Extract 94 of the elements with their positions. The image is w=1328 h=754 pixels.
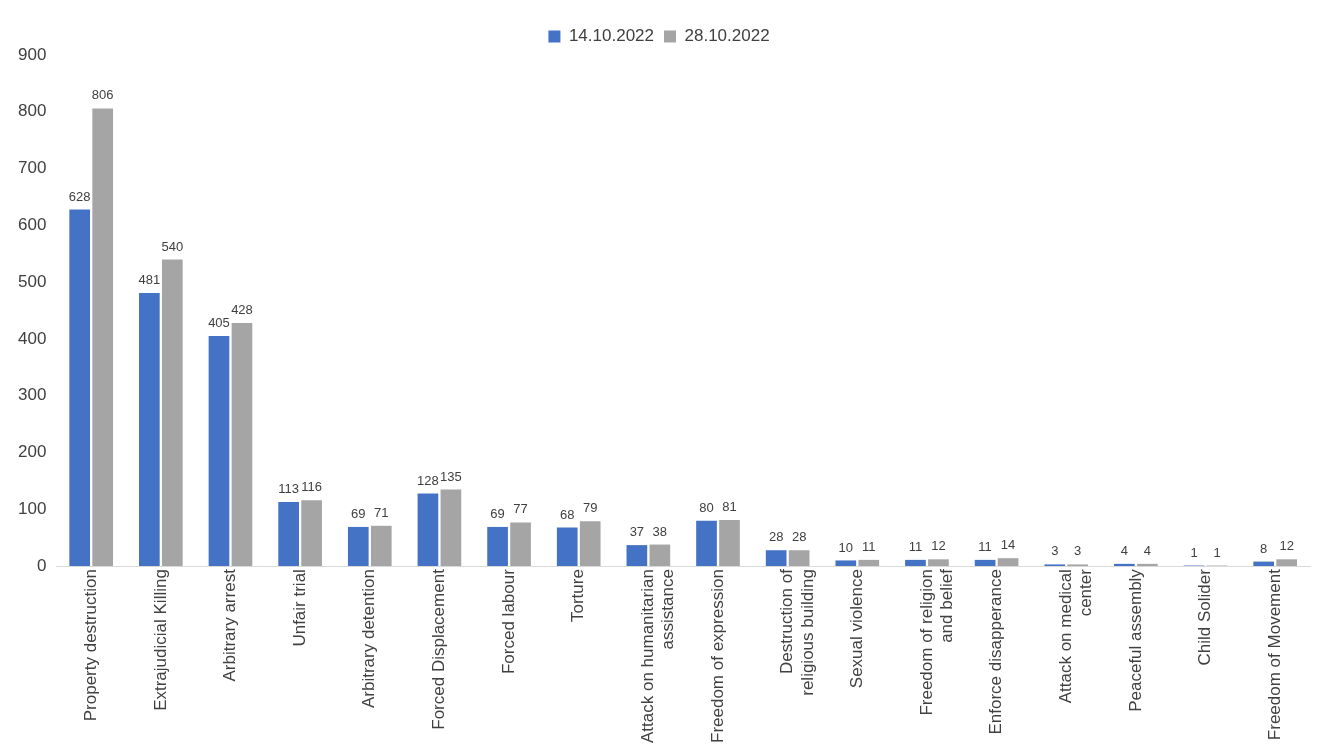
x-tick-label: Child Solider [1195, 568, 1215, 666]
data-label: 135 [440, 468, 462, 484]
data-label: 28 [768, 529, 784, 545]
bar [626, 545, 648, 567]
data-label: 69 [351, 506, 366, 522]
data-label: 37 [629, 524, 645, 540]
bar [788, 550, 810, 567]
data-label: 113 [278, 481, 299, 497]
y-tick-label: 200 [17, 442, 47, 462]
data-label: 81 [722, 499, 737, 515]
data-label: 77 [513, 501, 528, 517]
data-label: 10 [838, 539, 854, 555]
x-tick-label: Attack on medical center [1055, 568, 1096, 704]
x-tick-label: Arbitrary detention [359, 569, 379, 709]
bar [719, 520, 740, 567]
data-label: 68 [559, 506, 575, 522]
data-label: 80 [699, 499, 714, 515]
data-label: 71 [374, 504, 389, 520]
x-tick-label: Freedom of expression [707, 569, 727, 743]
bar [69, 209, 91, 567]
bar [440, 489, 462, 567]
data-label: 28 [791, 529, 807, 545]
bar [510, 522, 531, 567]
x-tick-label: Freedom of Movement [1264, 568, 1284, 741]
x-tick-label: Peaceful assembly [1125, 568, 1145, 712]
data-label: 12 [931, 538, 946, 554]
data-label: 628 [68, 188, 91, 204]
y-tick-label: 0 [36, 555, 47, 575]
x-tick-label: Forced Displacement [429, 568, 449, 730]
data-label: 4 [1120, 542, 1129, 558]
bar [974, 559, 996, 567]
y-tick-label: 500 [17, 271, 47, 291]
data-label: 4 [1143, 542, 1151, 558]
data-label: 806 [91, 87, 114, 103]
x-tick-label: Enforce disapperance [986, 569, 1006, 735]
bar [487, 526, 508, 567]
data-label: 79 [582, 500, 598, 516]
bar [928, 559, 949, 567]
data-label: 11 [862, 538, 876, 554]
y-tick-label: 900 [17, 44, 47, 64]
y-tick-label: 600 [17, 215, 47, 235]
bar [905, 559, 926, 567]
bar [579, 521, 601, 567]
data-label: 116 [301, 479, 322, 495]
y-tick-label: 800 [17, 101, 47, 121]
data-label: 1 [1190, 544, 1198, 560]
data-label: 12 [1279, 538, 1294, 554]
x-tick-label: Torture [568, 569, 588, 623]
bar [231, 323, 253, 567]
data-label: 1 [1213, 544, 1221, 560]
x-tick-label: Extrajudicial Killing [150, 569, 170, 711]
bar [696, 520, 717, 567]
x-tick-label: Unfair trial [289, 569, 309, 647]
data-label: 69 [490, 506, 505, 522]
data-label: 38 [652, 523, 668, 539]
x-tick-label: Arbitrary arrest [220, 568, 240, 682]
bar [997, 558, 1019, 567]
bar [1276, 559, 1298, 567]
bar [347, 526, 369, 567]
data-label: 481 [138, 272, 161, 288]
data-label: 8 [1260, 540, 1268, 556]
bar [858, 559, 880, 567]
x-tick-label: Property destruction [80, 569, 100, 722]
bar [370, 525, 392, 567]
data-label: 428 [231, 302, 253, 318]
data-label: 540 [161, 238, 184, 254]
bar [161, 259, 183, 567]
data-label: 11 [978, 538, 992, 554]
y-tick-label: 700 [17, 158, 47, 178]
bar [649, 544, 671, 567]
data-label: 14 [1000, 537, 1016, 553]
bar [278, 501, 299, 567]
bar [301, 500, 322, 567]
x-tick-label: Attack on humanitarian assistance [638, 569, 678, 744]
data-label: 11 [908, 538, 923, 554]
x-tick-label: Sexual violence [846, 569, 866, 689]
data-label: 3 [1051, 543, 1059, 559]
data-label: 3 [1074, 543, 1082, 559]
y-tick-label: 100 [17, 499, 47, 519]
data-label: 128 [417, 472, 439, 488]
bar [139, 292, 160, 567]
x-tick-label: Forced labour [498, 568, 518, 675]
bar [556, 527, 578, 567]
bar [765, 550, 787, 567]
bar [417, 493, 439, 567]
data-label: 405 [208, 315, 230, 331]
bar [92, 108, 114, 567]
x-tick-label: Freedom of religion and belief [916, 568, 957, 716]
y-tick-label: 400 [17, 328, 47, 348]
legend-label: 14.10.2022 [568, 26, 655, 46]
bar [835, 560, 857, 567]
y-tick-label: 300 [17, 385, 47, 405]
bar [208, 336, 230, 567]
legend-label: 28.10.2022 [684, 26, 770, 46]
